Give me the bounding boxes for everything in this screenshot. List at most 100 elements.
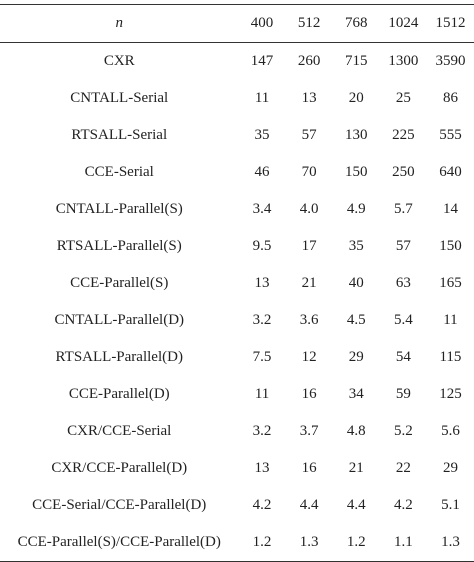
value-cell: 260 [297, 53, 321, 69]
value-cell: 125 [439, 386, 462, 402]
value-cell: 147 [250, 53, 274, 69]
header-size-1024: 1024 [388, 15, 419, 31]
value-cell: 13 [254, 460, 270, 476]
table-header: n 400 512 768 1024 1512 [0, 4, 474, 43]
value-cell: 5.2 [393, 423, 413, 439]
table-row: CCE-Parallel(D) 11 16 34 59 125 [0, 376, 474, 413]
value-cell: 11 [254, 386, 270, 402]
value-cell: 150 [439, 238, 462, 254]
value-cell: 1300 [388, 53, 419, 69]
table-row: CXR/CCE-Parallel(D) 13 16 21 22 29 [0, 450, 474, 487]
value-cell: 3.7 [299, 423, 319, 439]
value-cell: 59 [395, 386, 411, 402]
header-size-400: 400 [250, 15, 274, 31]
method-cell: RTSALL-Serial [71, 127, 168, 143]
header-size-1512: 1512 [435, 15, 466, 31]
value-cell: 29 [442, 460, 458, 476]
table-row: CXR 147 260 715 1300 3590 [0, 43, 474, 81]
value-cell: 20 [348, 90, 364, 106]
value-cell: 3590 [435, 53, 466, 69]
value-cell: 715 [344, 53, 368, 69]
value-cell: 555 [439, 127, 462, 143]
table-row: CNTALL-Parallel(S) 3.4 4.0 4.9 5.7 14 [0, 191, 474, 228]
value-cell: 130 [344, 127, 368, 143]
value-cell: 640 [439, 164, 462, 180]
value-cell: 46 [254, 164, 270, 180]
value-cell: 1.3 [441, 534, 460, 550]
value-cell: 35 [348, 238, 364, 254]
value-cell: 21 [301, 275, 317, 291]
value-cell: 4.9 [346, 201, 366, 217]
value-cell: 5.7 [393, 201, 413, 217]
value-cell: 86 [442, 90, 458, 106]
value-cell: 11 [254, 90, 270, 106]
value-cell: 54 [395, 349, 411, 365]
value-cell: 5.1 [441, 497, 460, 513]
value-cell: 4.2 [252, 497, 272, 513]
value-cell: 16 [301, 460, 317, 476]
method-cell: CNTALL-Serial [70, 90, 169, 106]
value-cell: 29 [348, 349, 364, 365]
table-row: CCE-Serial/CCE-Parallel(D) 4.2 4.4 4.4 4.2 5.… [0, 487, 474, 524]
table-row: RTSALL-Serial 35 57 130 225 555 [0, 117, 474, 154]
value-cell: 14 [442, 201, 458, 217]
value-cell: 40 [348, 275, 364, 291]
header-size-512: 512 [297, 15, 321, 31]
value-cell: 11 [443, 312, 458, 328]
table-row: CCE-Parallel(S) 13 21 40 63 165 [0, 265, 474, 302]
method-cell: RTSALL-Parallel(S) [56, 238, 182, 254]
table-row: CCE-Parallel(S)/CCE-Parallel(D) 1.2 1.3 1.2… [0, 524, 474, 562]
value-cell: 4.0 [299, 201, 319, 217]
value-cell: 4.5 [346, 312, 366, 328]
table-row: RTSALL-Parallel(D) 7.5 12 29 54 115 [0, 339, 474, 376]
method-cell: CXR/CCE-Parallel(D) [51, 460, 188, 476]
value-cell: 57 [301, 127, 317, 143]
value-cell: 21 [348, 460, 364, 476]
value-cell: 4.4 [346, 497, 366, 513]
table-row: CNTALL-Parallel(D) 3.2 3.6 4.5 5.4 11 [0, 302, 474, 339]
table-row: CXR/CCE-Serial 3.2 3.7 4.8 5.2 5.6 [0, 413, 474, 450]
value-cell: 150 [344, 164, 368, 180]
value-cell: 63 [395, 275, 411, 291]
value-cell: 16 [301, 386, 317, 402]
table-row: CCE-Serial 46 70 150 250 640 [0, 154, 474, 191]
value-cell: 250 [392, 164, 415, 180]
header-row: n 400 512 768 1024 1512 [0, 4, 474, 43]
value-cell: 1.1 [393, 534, 413, 550]
value-cell: 3.4 [252, 201, 272, 217]
value-cell: 3.2 [252, 423, 272, 439]
value-cell: 1.2 [346, 534, 366, 550]
value-cell: 4.8 [346, 423, 366, 439]
method-cell: CCE-Serial/CCE-Parallel(D) [32, 497, 207, 513]
method-cell: RTSALL-Parallel(D) [55, 349, 183, 365]
value-cell: 34 [348, 386, 364, 402]
value-cell: 35 [254, 127, 270, 143]
value-cell: 13 [254, 275, 270, 291]
method-cell: CXR [103, 53, 135, 69]
value-cell: 13 [301, 90, 317, 106]
value-cell: 70 [301, 164, 317, 180]
value-cell: 3.6 [299, 312, 319, 328]
value-cell: 9.5 [252, 238, 272, 254]
value-cell: 25 [395, 90, 411, 106]
value-cell: 5.4 [393, 312, 413, 328]
header-size-768: 768 [344, 15, 368, 31]
value-cell: 22 [395, 460, 411, 476]
value-cell: 3.2 [252, 312, 272, 328]
value-cell: 1.3 [299, 534, 319, 550]
table-body: CXR 147 260 715 1300 3590 CNTALL-Serial 11 13 20 2… [0, 43, 474, 562]
method-cell: CXR/CCE-Serial [67, 423, 172, 439]
value-cell: 225 [392, 127, 415, 143]
method-cell: CCE-Parallel(S) [70, 275, 169, 291]
results-table: n 400 512 768 1024 1512 CXR 147 260 715 1300… [0, 4, 474, 562]
value-cell: 17 [301, 238, 317, 254]
table-row: RTSALL-Parallel(S) 9.5 17 35 57 150 [0, 228, 474, 265]
method-cell: CCE-Parallel(D) [68, 386, 170, 402]
header-n-label: n [115, 15, 124, 31]
value-cell: 4.2 [393, 497, 413, 513]
value-cell: 7.5 [252, 349, 272, 365]
method-cell: CCE-Parallel(S)/CCE-Parallel(D) [17, 534, 221, 550]
value-cell: 165 [439, 275, 462, 291]
value-cell: 1.2 [252, 534, 272, 550]
